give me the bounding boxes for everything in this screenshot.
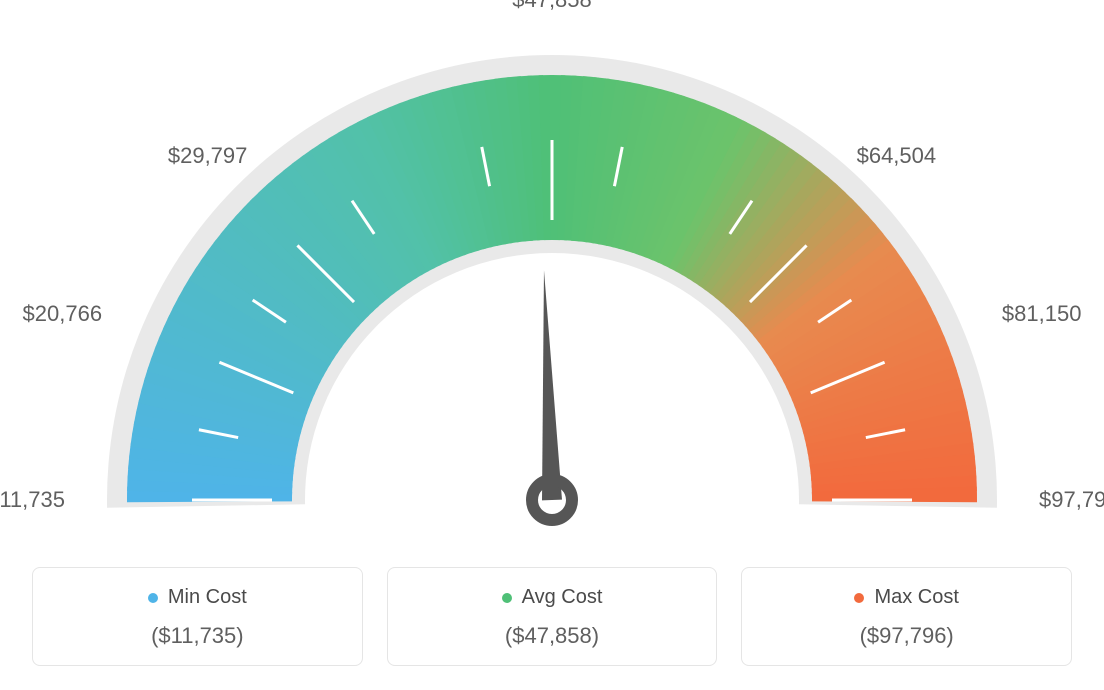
legend-label-avg: Avg Cost <box>522 586 603 609</box>
legend-dot-min <box>148 593 158 603</box>
legend-dot-avg <box>502 593 512 603</box>
legend-card-avg: Avg Cost ($47,858) <box>387 567 718 666</box>
legend-value-max: ($97,796) <box>752 623 1061 649</box>
gauge-svg <box>0 0 1104 555</box>
gauge-tick-label: $47,858 <box>512 0 592 13</box>
legend-card-max: Max Cost ($97,796) <box>741 567 1072 666</box>
legend-dot-max <box>854 593 864 603</box>
legend-title-min: Min Cost <box>148 586 247 609</box>
legend-value-avg: ($47,858) <box>398 623 707 649</box>
gauge-tick-label: $11,735 <box>0 487 65 513</box>
legend-label-min: Min Cost <box>168 586 247 609</box>
legend-card-min: Min Cost ($11,735) <box>32 567 363 666</box>
legend-title-max: Max Cost <box>854 586 958 609</box>
legend-title-avg: Avg Cost <box>502 586 603 609</box>
gauge-tick-label: $81,150 <box>1002 301 1082 327</box>
legend-label-max: Max Cost <box>874 586 958 609</box>
gauge-chart: $11,735 $20,766 $29,797 $47,858 $64,504 $81,1… <box>0 0 1104 555</box>
gauge-tick-label: $20,766 <box>23 301 103 327</box>
gauge-tick-label: $64,504 <box>857 143 937 169</box>
legend-row: Min Cost ($11,735) Avg Cost ($47,858) Ma… <box>0 555 1104 666</box>
gauge-tick-label: $29,797 <box>168 143 248 169</box>
legend-value-min: ($11,735) <box>43 623 352 649</box>
gauge-tick-label: $97,796 <box>1039 487 1104 513</box>
